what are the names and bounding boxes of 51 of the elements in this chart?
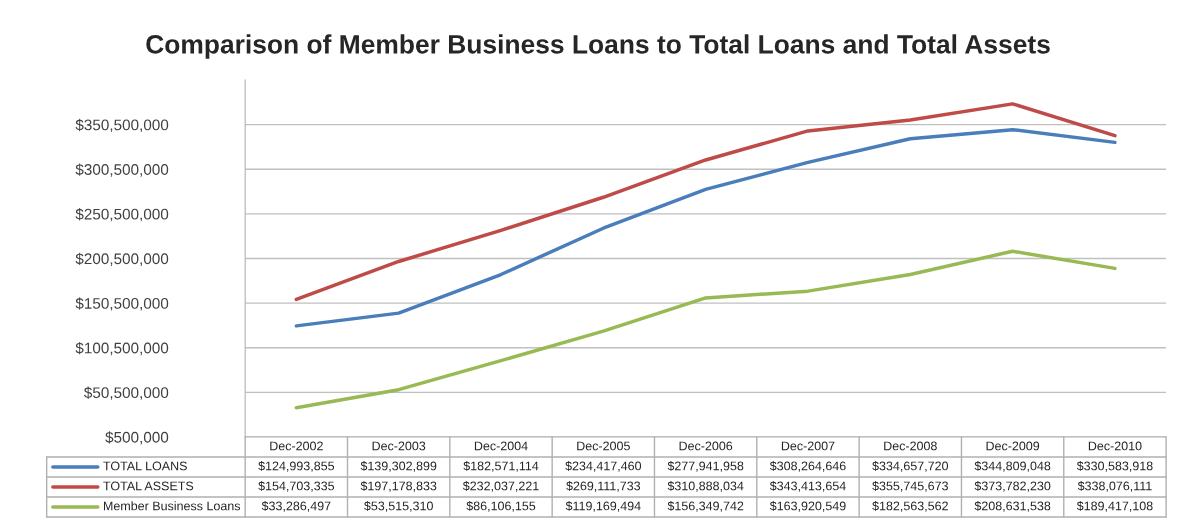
data-label: $232,037,221 xyxy=(462,480,539,492)
x-tick-label: Dec-2004 xyxy=(474,441,528,451)
data-label: $330,583,918 xyxy=(1076,460,1153,472)
data-label: $208,631,538 xyxy=(974,500,1051,512)
data-label: $139,302,899 xyxy=(360,460,437,472)
y-tick-label: $100,500,000 xyxy=(75,341,169,356)
data-label: $163,920,549 xyxy=(769,500,846,512)
x-tick-label: Dec-2006 xyxy=(679,441,733,451)
y-tick-label: $200,500,000 xyxy=(75,252,169,266)
y-tick-label: $300,500,000 xyxy=(75,163,169,177)
x-tick-label: Dec-2007 xyxy=(781,441,835,451)
data-label: $234,417,460 xyxy=(565,460,642,472)
data-label: $373,782,230 xyxy=(974,480,1051,492)
data-label: $124,993,855 xyxy=(258,460,335,472)
data-label: $269,111,733 xyxy=(566,480,641,492)
legend-label: TOTAL ASSETS xyxy=(103,481,194,491)
y-tick-label: $150,500,000 xyxy=(75,297,169,311)
data-label: $334,657,720 xyxy=(872,460,949,472)
data-label: $182,563,562 xyxy=(872,500,948,512)
x-tick-label: Dec-2010 xyxy=(1088,441,1142,451)
chart-title: Comparison of Member Business Loans to Total Loans and Total Assets xyxy=(146,34,1050,59)
data-label: $308,264,646 xyxy=(769,460,846,472)
data-label: $338,076,111 xyxy=(1077,480,1152,492)
data-label: $277,941,958 xyxy=(667,460,744,472)
data-label: $53,515,310 xyxy=(364,500,433,512)
y-tick-label: $50,500,000 xyxy=(84,386,169,400)
data-label: $343,413,654 xyxy=(769,480,846,492)
data-label: $119,169,494 xyxy=(565,500,641,512)
data-label: $189,417,108 xyxy=(1076,500,1153,512)
data-label: $355,745,673 xyxy=(872,480,948,492)
y-tick-label: $350,500,000 xyxy=(75,118,169,133)
x-tick-label: Dec-2009 xyxy=(986,441,1040,451)
legend-label: Member Business Loans xyxy=(103,501,241,511)
legend-label: TOTAL LOANS xyxy=(103,461,187,471)
x-tick-label: Dec-2002 xyxy=(270,441,323,451)
x-tick-label: Dec-2003 xyxy=(372,441,426,451)
data-label: $33,286,497 xyxy=(261,500,331,512)
line-series xyxy=(294,249,1117,410)
data-label: $310,888,034 xyxy=(667,480,744,492)
data-label: $344,809,048 xyxy=(974,460,1051,472)
data-label: $86,106,155 xyxy=(466,500,536,512)
x-tick-label: Dec-2005 xyxy=(577,441,630,451)
data-label: $154,703,335 xyxy=(258,480,335,492)
line-series xyxy=(294,102,1117,302)
x-tick-label: Dec-2008 xyxy=(884,441,937,451)
data-label: $156,349,742 xyxy=(667,500,744,512)
data-label: $197,178,833 xyxy=(360,480,437,492)
y-tick-label: $250,500,000 xyxy=(75,208,169,222)
data-label: $182,571,114 xyxy=(463,460,539,472)
line-series xyxy=(294,127,1117,328)
y-tick-label: $500,000 xyxy=(105,431,169,445)
